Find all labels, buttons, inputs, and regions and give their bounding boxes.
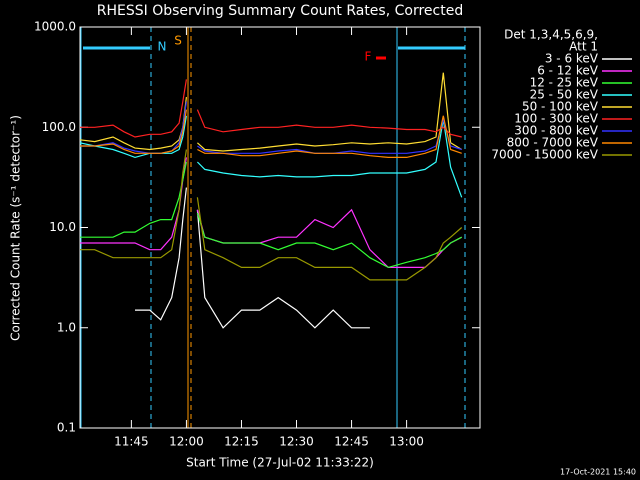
series-line bbox=[135, 187, 370, 329]
legend-label: 100 - 300 keV bbox=[514, 112, 598, 126]
legend-label: 6 - 12 keV bbox=[537, 64, 599, 78]
legend-label: 50 - 100 keV bbox=[522, 100, 599, 114]
legend-label: 800 - 7000 keV bbox=[507, 136, 599, 150]
legend-label: 12 - 25 keV bbox=[530, 76, 599, 90]
legend-label: 3 - 6 keV bbox=[545, 52, 599, 66]
legend-label: 300 - 800 keV bbox=[514, 124, 598, 138]
y-tick-label: 10.0 bbox=[49, 220, 76, 234]
x-tick-label: 12:00 bbox=[169, 435, 204, 449]
annotation: N bbox=[158, 40, 167, 54]
series-line bbox=[80, 109, 462, 158]
series-line bbox=[80, 149, 463, 281]
x-axis-label: Start Time (27-Jul-02 11:33:22) bbox=[186, 456, 374, 470]
y-tick-label: 1.0 bbox=[57, 320, 76, 334]
y-tick-label: 0.1 bbox=[57, 421, 76, 435]
legend-header: Det 1,3,4,5,6,9, bbox=[504, 28, 598, 42]
x-tick-label: 12:15 bbox=[224, 435, 259, 449]
footer: 17-Oct-2021 15:40 bbox=[560, 468, 636, 477]
series-line bbox=[80, 79, 462, 138]
chart-title: RHESSI Observing Summary Count Rates, Co… bbox=[97, 3, 463, 19]
annotation: F bbox=[365, 50, 372, 64]
annotation: S bbox=[174, 34, 182, 48]
x-tick-label: 12:45 bbox=[334, 435, 369, 449]
legend-header: Att 1 bbox=[569, 40, 598, 54]
x-tick-label: 11:45 bbox=[114, 435, 149, 449]
x-tick-label: 13:00 bbox=[389, 435, 424, 449]
legend-label: 7000 - 15000 keV bbox=[491, 148, 598, 162]
y-tick-label: 1000.0 bbox=[34, 20, 76, 34]
legend-label: 25 - 50 keV bbox=[530, 88, 599, 102]
y-tick-label: 100.0 bbox=[42, 120, 76, 134]
series-line bbox=[80, 161, 462, 269]
y-axis-label: Corrected Count Rate (s⁻¹ detector⁻¹) bbox=[9, 115, 23, 341]
x-tick-label: 12:30 bbox=[279, 435, 314, 449]
